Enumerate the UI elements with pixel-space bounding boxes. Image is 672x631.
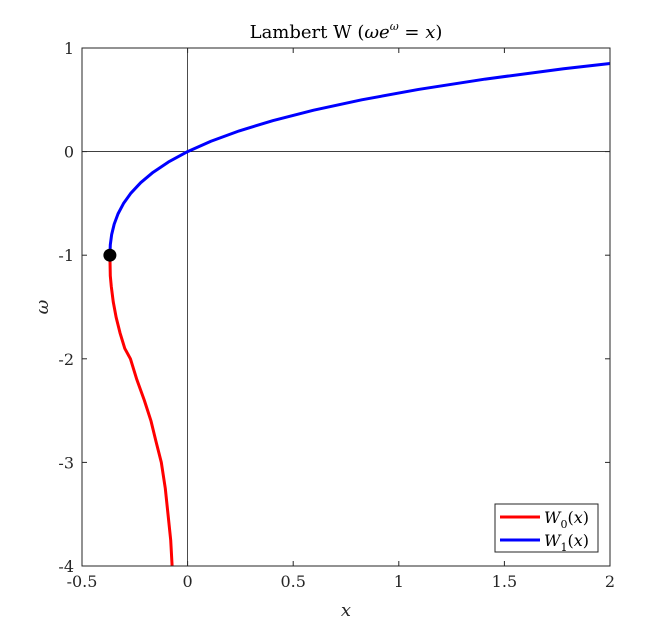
legend: W0(x) W1(x) — [494, 503, 599, 554]
y-axis-label: ω — [32, 299, 53, 314]
y-tick-label: 0 — [64, 143, 74, 162]
x-tick-label: -0.5 — [67, 572, 98, 591]
x-tick-label: 2 — [605, 572, 615, 591]
y-tick-label: -4 — [58, 557, 74, 576]
y-tick-label: -1 — [58, 246, 74, 265]
plot-area: -0.5 0 0.5 1 1.5 2 1 0 -1 -2 -3 -4 — [58, 39, 615, 591]
series-line-w0 — [108, 255, 174, 567]
x-tick-label: 0 — [183, 572, 193, 591]
x-tick-label: 1 — [394, 572, 404, 591]
x-tick-label: 1.5 — [492, 572, 517, 591]
y-tick-label: 1 — [64, 39, 74, 58]
legend-label-w0: W0(x) — [544, 508, 589, 531]
chart-title: Lambert W (ωeω = x) — [250, 20, 443, 43]
legend-box — [494, 503, 599, 553]
series-line-w1 — [108, 62, 611, 256]
axes-box — [81, 47, 611, 567]
x-tick-label: 0.5 — [280, 572, 305, 591]
branch-point-marker — [103, 248, 117, 262]
x-axis-label: x — [341, 600, 351, 621]
legend-label-w1: W1(x) — [544, 531, 589, 554]
y-tick-label: -3 — [58, 453, 74, 472]
y-tick-label: -2 — [58, 350, 74, 369]
